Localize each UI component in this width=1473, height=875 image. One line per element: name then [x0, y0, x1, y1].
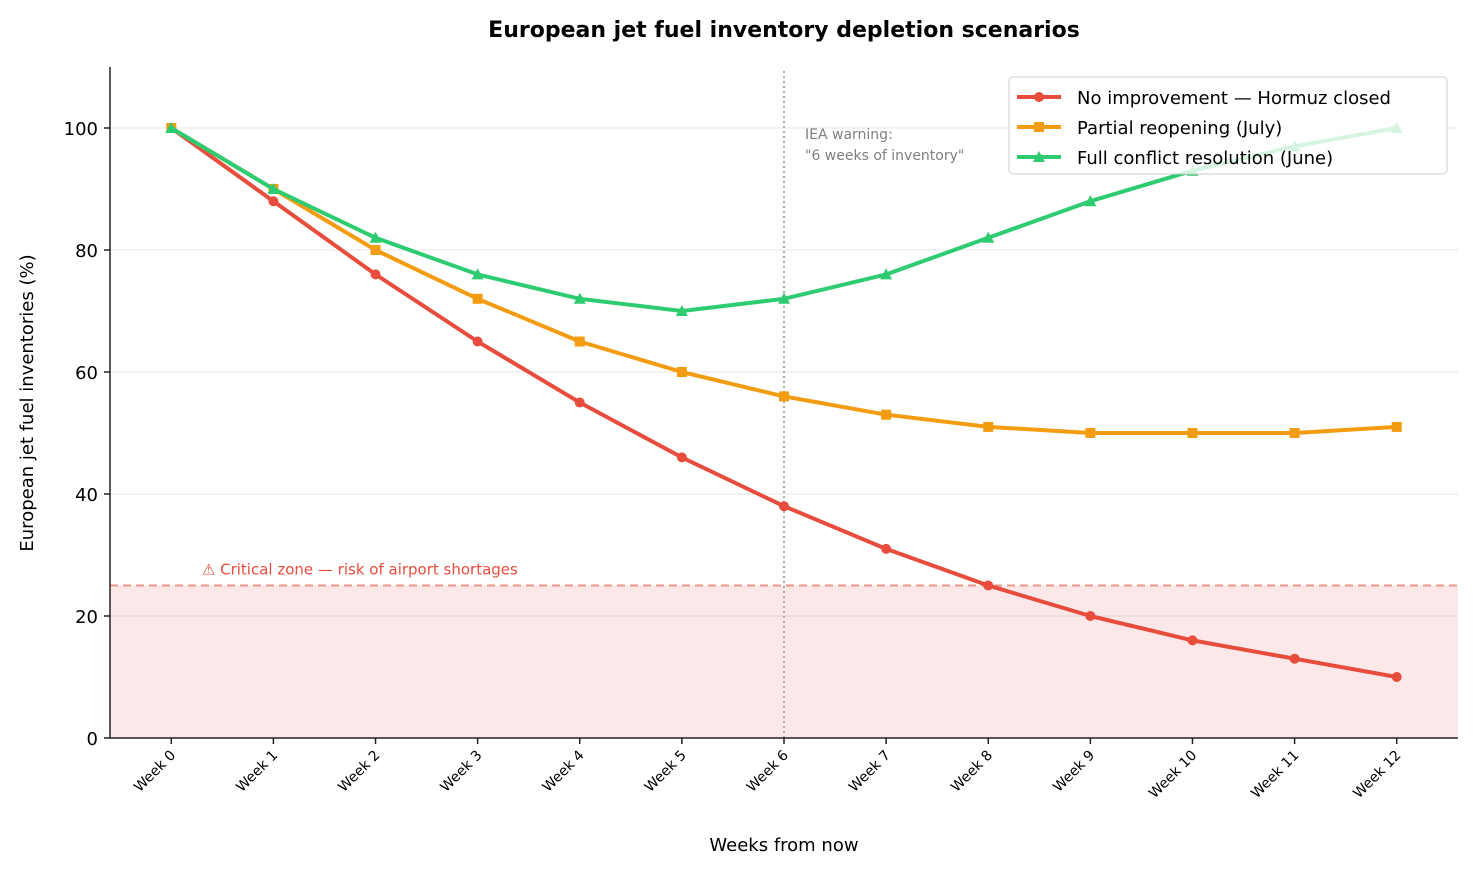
data-point	[472, 293, 483, 304]
data-point	[267, 183, 280, 194]
data-point	[676, 367, 687, 377]
data-point	[573, 292, 586, 304]
y-tick-label: 60	[75, 363, 98, 384]
data-point	[881, 409, 892, 420]
x-tick-label: Week 5	[642, 748, 690, 796]
x-tick-label: Week 2	[335, 748, 383, 796]
x-tick-label: Week 9	[1050, 748, 1098, 796]
y-tick-label: 40	[75, 485, 98, 506]
data-point	[370, 245, 381, 255]
annotation-text: "6 weeks of inventory"	[805, 148, 964, 164]
data-point	[676, 452, 687, 463]
data-point	[675, 305, 688, 316]
x-tick-label: Week 11	[1248, 748, 1302, 802]
x-tick-label: Week 0	[131, 748, 179, 796]
data-point	[1084, 195, 1097, 207]
legend-label: Full conflict resolution (June)	[1077, 148, 1333, 169]
y-tick-label: 80	[75, 241, 98, 262]
data-point	[983, 580, 994, 591]
data-point	[574, 397, 585, 408]
data-point	[1289, 428, 1300, 438]
y-tick-label: 100	[64, 119, 98, 140]
x-tick-label: Week 7	[846, 748, 894, 796]
legend-marker	[1034, 92, 1044, 102]
legend-label: No improvement — Hormuz closed	[1077, 88, 1391, 109]
critical-zone-label: ⚠ Critical zone — risk of airport shorta…	[202, 561, 518, 579]
data-point	[369, 231, 382, 243]
x-tick-label: Week 1	[233, 748, 281, 796]
annotation-text: IEA warning:	[805, 127, 893, 143]
x-tick-label: Week 12	[1350, 748, 1404, 802]
legend-label: Partial reopening (July)	[1077, 118, 1282, 139]
data-point	[268, 196, 279, 207]
data-point	[472, 336, 483, 347]
x-tick-label: Week 4	[540, 747, 588, 795]
legend-box	[1008, 76, 1448, 175]
data-point	[165, 122, 178, 133]
data-point	[983, 421, 994, 432]
data-point	[1391, 672, 1402, 682]
y-tick-label: 0	[87, 729, 98, 750]
data-point	[1289, 653, 1300, 664]
legend-marker	[1033, 151, 1045, 162]
x-tick-label: Week 6	[744, 747, 792, 795]
data-point	[1085, 611, 1096, 621]
x-tick-label: Week 3	[438, 748, 486, 796]
chart-title: European jet fuel inventory depletion sc…	[488, 18, 1080, 43]
data-point	[779, 501, 789, 512]
data-point	[1391, 421, 1402, 432]
data-point	[779, 391, 789, 402]
data-point	[1085, 428, 1096, 438]
data-point	[574, 336, 585, 347]
data-point	[1187, 428, 1198, 438]
data-point	[370, 269, 381, 280]
y-axis-label: European jet fuel inventories (%)	[17, 254, 38, 551]
x-tick-label: Week 10	[1146, 748, 1200, 802]
data-point	[982, 231, 995, 243]
data-point	[778, 292, 790, 304]
x-axis-label: Weeks from now	[709, 835, 858, 856]
data-point	[1187, 635, 1198, 646]
data-point	[881, 543, 892, 554]
x-tick-label: Week 8	[948, 748, 996, 796]
data-point	[880, 268, 893, 280]
y-tick-label: 20	[75, 607, 98, 628]
data-point	[471, 268, 484, 280]
legend-marker	[1034, 122, 1044, 132]
